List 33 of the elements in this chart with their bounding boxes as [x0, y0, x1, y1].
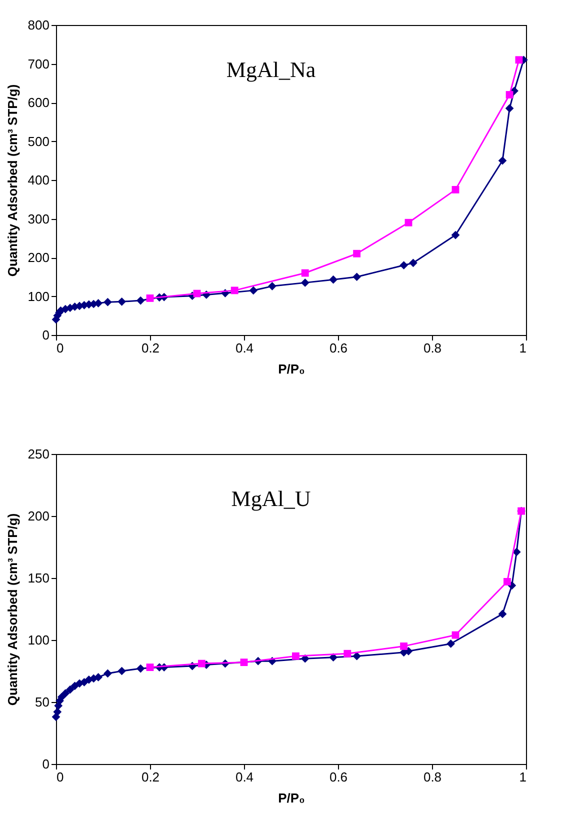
- x-tick-label: 0.8: [423, 770, 442, 784]
- y-tick-label: 0: [42, 756, 50, 772]
- x-tick-label: 0: [56, 770, 64, 784]
- y-tick-label: 200: [28, 250, 50, 265]
- x-tick-label: 0: [56, 340, 64, 356]
- x-tick-label: 0.6: [329, 770, 348, 784]
- y-axis-title: Quantity Adsorbed (cm³ STP/g): [4, 84, 20, 277]
- x-tick-label: 0.2: [141, 770, 160, 784]
- y-tick-label: 500: [28, 134, 50, 149]
- y-tick-label: 400: [28, 172, 50, 188]
- x-tick-label: 0.2: [141, 340, 160, 356]
- y-tick-label: 250: [28, 446, 50, 462]
- y-tick-label: 100: [28, 288, 50, 304]
- x-axis-title: P/P₀: [278, 362, 306, 376]
- x-tick-label: 0.6: [329, 340, 348, 356]
- x-tick-label: 0.4: [235, 340, 254, 356]
- y-axis-title: Quantity Adsorbed (cm³ STP/g): [4, 513, 20, 706]
- y-tick-label: 300: [28, 211, 50, 226]
- y-tick-label: 200: [28, 508, 50, 524]
- y-tick-label: 150: [28, 570, 50, 586]
- x-tick-label: 0.8: [423, 340, 442, 356]
- y-tick-label: 700: [28, 56, 50, 72]
- x-axis-title: P/P₀: [278, 790, 306, 806]
- y-tick-label: 50: [35, 694, 50, 710]
- y-tick-label: 0: [42, 328, 50, 342]
- x-tick-label: 0.4: [235, 770, 254, 784]
- x-tick-label: 1: [519, 340, 526, 356]
- x-tick-label: 1: [519, 770, 526, 784]
- y-tick-label: 600: [28, 95, 50, 110]
- y-tick-label: 100: [28, 632, 50, 648]
- annotation: MgAl_U: [231, 486, 311, 511]
- annotation: MgAl_Na: [226, 57, 316, 82]
- y-tick-label: 800: [28, 18, 50, 32]
